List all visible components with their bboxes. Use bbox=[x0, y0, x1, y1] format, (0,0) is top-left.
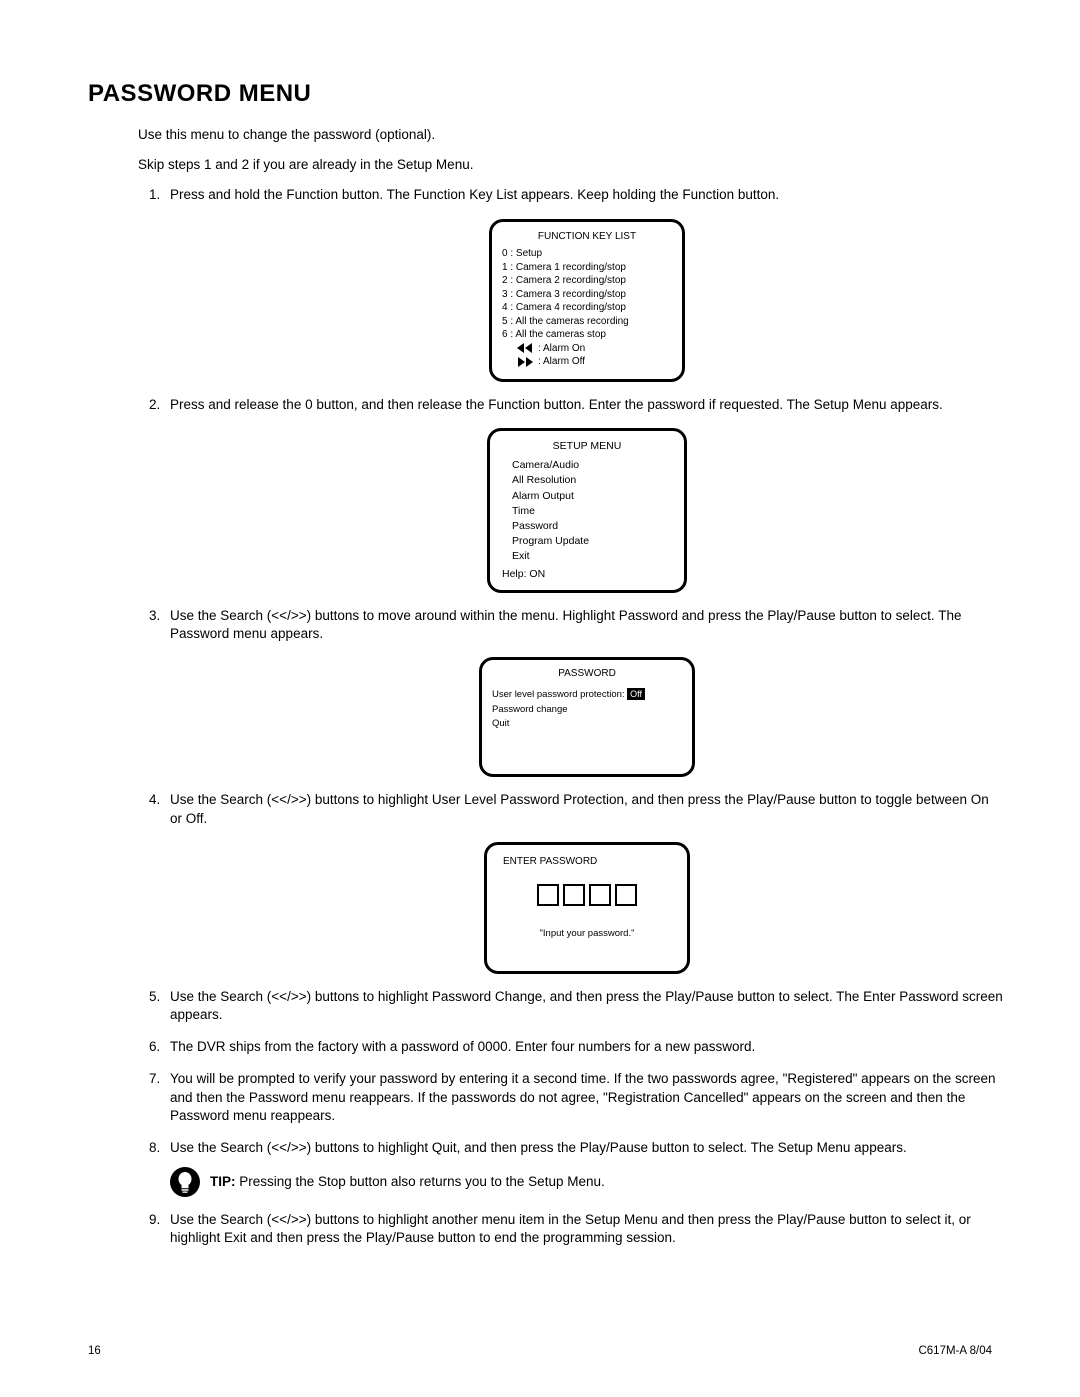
step-5: Use the Search (<</>>) buttons to highli… bbox=[164, 988, 1004, 1024]
setup-item-1: All Resolution bbox=[512, 473, 672, 488]
forward-icon bbox=[516, 357, 534, 367]
password-menu-title: PASSWORD bbox=[492, 666, 682, 682]
pw-digit-2 bbox=[563, 884, 585, 906]
fkl-line-0: 0 : Setup bbox=[502, 247, 672, 261]
step-6-text: The DVR ships from the factory with a pa… bbox=[170, 1039, 755, 1054]
intro-text-1: Use this menu to change the password (op… bbox=[138, 126, 978, 144]
fkl-line-2: 2 : Camera 2 recording/stop bbox=[502, 274, 672, 288]
enter-password-prompt: "Input your password." bbox=[497, 928, 677, 941]
step-3: Use the Search (<</>>) buttons to move a… bbox=[164, 607, 1004, 777]
fkl-line-3: 3 : Camera 3 recording/stop bbox=[502, 288, 672, 302]
fkl-line-6: 6 : All the cameras stop bbox=[502, 328, 672, 342]
pw-digit-1 bbox=[537, 884, 559, 906]
setup-item-3: Time bbox=[512, 504, 672, 519]
setup-menu-box: SETUP MENU Camera/Audio All Resolution A… bbox=[487, 428, 687, 593]
step-3-text: Use the Search (<</>>) buttons to move a… bbox=[170, 608, 961, 641]
step-7: You will be prompted to verify your pass… bbox=[164, 1070, 1004, 1125]
page-title: PASSWORD MENU bbox=[88, 80, 992, 108]
step-4: Use the Search (<</>>) buttons to highli… bbox=[164, 791, 1004, 973]
setup-menu-title: SETUP MENU bbox=[502, 439, 672, 454]
password-protection-value: Off bbox=[627, 688, 645, 700]
step-4-text: Use the Search (<</>>) buttons to highli… bbox=[170, 792, 989, 825]
tip-text: Pressing the Stop button also returns yo… bbox=[236, 1174, 605, 1189]
alarm-on-label: : Alarm On bbox=[538, 342, 585, 356]
alarm-off-label: : Alarm Off bbox=[538, 355, 585, 369]
setup-item-0: Camera/Audio bbox=[512, 458, 672, 473]
enter-password-title: ENTER PASSWORD bbox=[503, 855, 677, 869]
step-1-text: Press and hold the Function button. The … bbox=[170, 187, 779, 202]
function-key-list-box: FUNCTION KEY LIST 0 : Setup 1 : Camera 1… bbox=[489, 219, 685, 382]
step-8: Use the Search (<</>>) buttons to highli… bbox=[164, 1139, 1004, 1197]
password-quit-item: Quit bbox=[492, 717, 682, 732]
enter-password-box: ENTER PASSWORD "Input your password." bbox=[484, 842, 690, 974]
password-squares bbox=[497, 884, 677, 906]
step-2: Press and release the 0 button, and then… bbox=[164, 396, 1004, 593]
tip-label: TIP: bbox=[210, 1174, 236, 1189]
fkl-line-5: 5 : All the cameras recording bbox=[502, 315, 672, 329]
fkl-line-1: 1 : Camera 1 recording/stop bbox=[502, 261, 672, 275]
setup-item-2: Alarm Output bbox=[512, 489, 672, 504]
password-menu-box: PASSWORD User level password protection:… bbox=[479, 657, 695, 777]
step-5-text: Use the Search (<</>>) buttons to highli… bbox=[170, 989, 1003, 1022]
page-number: 16 bbox=[88, 1345, 101, 1357]
setup-help: Help: ON bbox=[502, 567, 672, 582]
step-1: Press and hold the Function button. The … bbox=[164, 186, 1004, 381]
function-key-list-title: FUNCTION KEY LIST bbox=[502, 230, 672, 244]
fkl-line-4: 4 : Camera 4 recording/stop bbox=[502, 301, 672, 315]
doc-id: C617M-A 8/04 bbox=[918, 1345, 992, 1357]
pw-digit-4 bbox=[615, 884, 637, 906]
step-9: Use the Search (<</>>) buttons to highli… bbox=[164, 1211, 1004, 1247]
intro-text-2: Skip steps 1 and 2 if you are already in… bbox=[138, 156, 978, 174]
step-9-text: Use the Search (<</>>) buttons to highli… bbox=[170, 1212, 971, 1245]
step-7-text: You will be prompted to verify your pass… bbox=[170, 1071, 996, 1122]
lightbulb-icon bbox=[170, 1167, 200, 1197]
step-6: The DVR ships from the factory with a pa… bbox=[164, 1038, 1004, 1056]
setup-item-5: Program Update bbox=[512, 534, 672, 549]
step-8-text: Use the Search (<</>>) buttons to highli… bbox=[170, 1140, 907, 1155]
tip-row: TIP: Pressing the Stop button also retur… bbox=[170, 1167, 1004, 1197]
password-change-item: Password change bbox=[492, 703, 682, 718]
setup-item-6: Exit bbox=[512, 549, 672, 564]
setup-item-4: Password bbox=[512, 519, 672, 534]
rewind-icon bbox=[516, 343, 534, 353]
pw-digit-3 bbox=[589, 884, 611, 906]
password-protection-label: User level password protection: bbox=[492, 689, 627, 700]
step-2-text: Press and release the 0 button, and then… bbox=[170, 397, 943, 412]
